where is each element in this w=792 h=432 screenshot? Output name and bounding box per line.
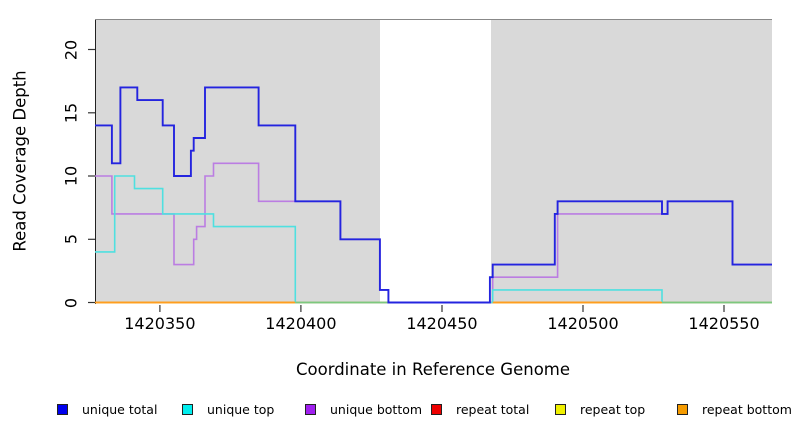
x-tick-label: 1420500 (547, 314, 619, 333)
x-tick-label: 1420400 (265, 314, 337, 333)
legend-label: unique total (82, 401, 158, 417)
legend-label: unique bottom (330, 401, 423, 417)
legend-label: repeat top (580, 401, 646, 417)
legend-item-unique-bottom: unique bottom (305, 400, 422, 418)
legend-item-unique-total: unique total (57, 400, 157, 418)
y-axis-title: Read Coverage Depth (10, 70, 30, 252)
x-tick-label: 1420550 (688, 314, 760, 333)
legend-item-repeat-top: repeat top (555, 400, 645, 418)
y-tick-label: 15 (61, 102, 81, 123)
y-tick-label: 10 (61, 165, 81, 187)
legend-label: repeat bottom (702, 401, 792, 417)
y-axis-line (95, 20, 96, 304)
x-axis-title: Coordinate in Reference Genome (295, 360, 571, 379)
legend-swatch-unique-total (57, 403, 68, 415)
legend-swatch-unique-top (182, 403, 193, 415)
legend-swatch-unique-bottom (305, 403, 316, 415)
legend-item-repeat-bottom: repeat bottom (677, 400, 792, 418)
legend-item-repeat-total: repeat total (431, 400, 529, 418)
series-line-unique-total (95, 86, 772, 304)
panel-top-border (95, 19, 772, 20)
y-tick-label: 5 (61, 234, 81, 245)
series-line-unique-top (95, 175, 772, 304)
series-line-unique-bottom (95, 162, 772, 304)
no-data-band (379, 20, 492, 303)
y-tick-label: 20 (61, 39, 81, 60)
legend-label: unique top (207, 401, 275, 417)
y-tick-label: 0 (61, 297, 81, 308)
legend-swatch-repeat-top (555, 403, 566, 415)
legend-swatch-repeat-bottom (677, 403, 688, 415)
x-tick-label: 1420350 (124, 314, 196, 333)
legend-swatch-repeat-total (431, 403, 442, 415)
legend-label: repeat total (456, 401, 530, 417)
legend-item-unique-top: unique top (182, 400, 274, 418)
x-tick-label: 1420450 (406, 314, 478, 333)
